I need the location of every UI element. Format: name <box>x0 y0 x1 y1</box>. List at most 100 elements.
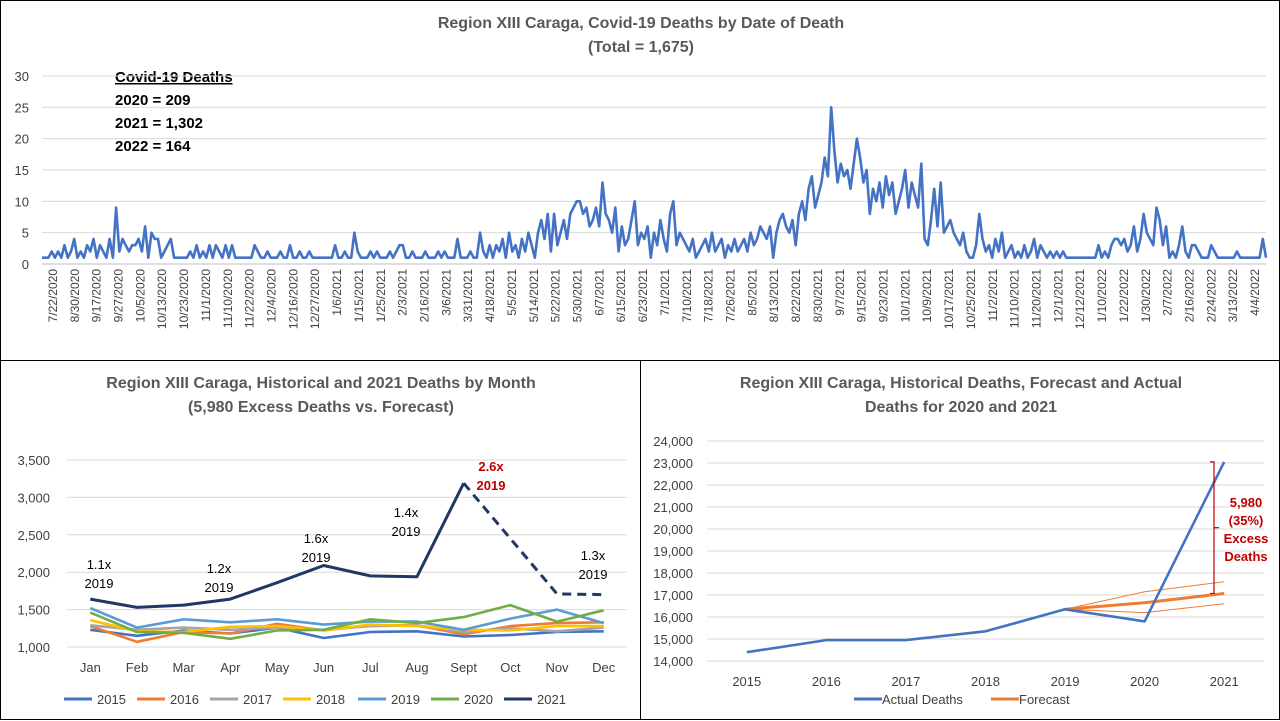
forecast-line <box>1064 592 1225 611</box>
x-tick-label: 10/25/2021 <box>964 269 978 329</box>
x-tick-label: Mar <box>172 660 195 675</box>
x-tick-label: 5/14/2021 <box>527 269 541 323</box>
x-tick-label: 8/5/2021 <box>745 269 759 316</box>
x-tick-label: 1/30/2022 <box>1139 269 1153 323</box>
series-line-2021-dashed <box>462 482 604 597</box>
x-tick-label: 6/7/2021 <box>592 269 606 316</box>
x-tick-label: Jan <box>80 660 101 675</box>
x-tick-label: 9/27/2020 <box>112 269 126 323</box>
x-tick-label: 9/23/2021 <box>877 269 891 323</box>
x-tick-label: 7/10/2021 <box>680 269 694 323</box>
ratio-annotation: 2.6x <box>478 459 504 474</box>
x-tick-label: 2019 <box>1051 674 1080 689</box>
series-line-2019 <box>89 606 605 632</box>
x-tick-label: Dec <box>592 660 616 675</box>
y-tick-label: 0 <box>22 257 29 272</box>
x-tick-label: 5/5/2021 <box>505 269 519 316</box>
x-tick-label: 7/1/2021 <box>658 269 672 316</box>
legend-label-2019: 2019 <box>391 692 420 707</box>
x-tick-label: 8/30/2021 <box>811 269 825 323</box>
y-tick-label: 20,000 <box>653 522 693 537</box>
ratio-annotation: 1.1x <box>87 557 112 572</box>
ratio-annotation: 1.2x <box>207 561 232 576</box>
x-tick-label: 2020 <box>1130 674 1159 689</box>
x-tick-label: 9/15/2021 <box>855 269 869 323</box>
y-tick-label: 15,000 <box>653 632 693 647</box>
ratio-annotation-base: 2019 <box>85 576 114 591</box>
x-tick-label: May <box>265 660 290 675</box>
excess-bracket <box>1210 461 1215 595</box>
x-tick-label: 4/4/2022 <box>1248 269 1262 316</box>
y-tick-label: 10 <box>15 194 29 209</box>
x-tick-label: 11/2/2021 <box>986 269 1000 322</box>
y-tick-label: 18,000 <box>653 566 693 581</box>
y-tick-label: 15 <box>15 163 29 178</box>
y-tick-label: 19,000 <box>653 544 693 559</box>
x-tick-label: 2015 <box>732 674 761 689</box>
x-tick-label: 7/26/2021 <box>724 269 738 323</box>
y-tick-label: 30 <box>15 69 29 84</box>
ratio-annotation: 1.3x <box>581 548 606 563</box>
x-tick-label: 2/3/2021 <box>396 269 410 316</box>
summary-2020: 2020 = 209 <box>115 92 191 109</box>
monthly-deaths-panel: Region XIII Caraga, Historical and 2021 … <box>0 360 641 720</box>
x-tick-label: 2/7/2022 <box>1161 269 1175 316</box>
y-tick-label: 1,000 <box>17 640 50 655</box>
x-tick-label: 12/1/2021 <box>1051 269 1065 323</box>
y-tick-label: 20 <box>15 132 29 147</box>
y-tick-label: 14,000 <box>653 654 693 669</box>
x-tick-label: 11/22/2020 <box>243 269 257 328</box>
legend-label-2016: 2016 <box>170 692 199 707</box>
x-tick-label: 11/10/2020 <box>221 269 235 328</box>
y-tick-label: 23,000 <box>653 456 693 471</box>
forecast-bound-line <box>1064 581 1225 610</box>
x-tick-label: 2016 <box>812 674 841 689</box>
x-tick-label: 12/27/2020 <box>308 269 322 329</box>
y-tick-label: 16,000 <box>653 610 693 625</box>
x-tick-label: 10/13/2020 <box>155 269 169 329</box>
x-tick-label: 10/17/2021 <box>942 269 956 329</box>
x-tick-label: 12/16/2020 <box>286 269 300 329</box>
x-tick-label: 2/16/2021 <box>418 269 432 323</box>
actual-deaths-line <box>746 461 1226 654</box>
y-tick-label: 3,500 <box>17 453 50 468</box>
x-tick-label: Oct <box>500 660 521 675</box>
x-tick-label: 6/15/2021 <box>614 269 628 323</box>
legend-label-2015: 2015 <box>97 692 126 707</box>
x-tick-label: 7/22/2020 <box>46 269 60 323</box>
y-tick-label: 3,000 <box>17 490 50 505</box>
x-tick-label: 3/6/2021 <box>439 269 453 316</box>
daily-deaths-panel: Region XIII Caraga, Covid-19 Deaths by D… <box>0 0 1280 361</box>
summary-2022: 2022 = 164 <box>115 138 191 155</box>
x-tick-label: 8/30/2020 <box>68 269 82 323</box>
x-tick-label: 4/18/2021 <box>483 269 497 323</box>
legend-label-2020: 2020 <box>464 692 493 707</box>
y-tick-label: 5 <box>22 226 29 241</box>
x-tick-label: Nov <box>545 660 569 675</box>
x-tick-label: 5/30/2021 <box>571 269 585 323</box>
x-tick-label: 10/1/2021 <box>898 269 912 323</box>
y-tick-label: 17,000 <box>653 588 693 603</box>
x-tick-label: 9/17/2020 <box>90 269 104 323</box>
forecast-chart-subtitle: Deaths for 2020 and 2021 <box>865 399 1057 416</box>
x-tick-label: 11/10/2021 <box>1008 269 1022 328</box>
x-tick-label: Sept <box>450 660 477 675</box>
monthly-deaths-chart: Region XIII Caraga, Historical and 2021 … <box>17 375 627 707</box>
daily-chart-title: Region XIII Caraga, Covid-19 Deaths by D… <box>438 15 844 32</box>
x-tick-label: 2017 <box>891 674 920 689</box>
forecast-chart-title: Region XIII Caraga, Historical Deaths, F… <box>740 375 1182 392</box>
x-tick-label: 8/13/2021 <box>767 269 781 323</box>
daily-deaths-line <box>42 106 1268 260</box>
x-tick-label: Jul <box>362 660 379 675</box>
x-tick-label: 2021 <box>1210 674 1239 689</box>
legend-label-2021: 2021 <box>537 692 566 707</box>
x-tick-label: 1/10/2022 <box>1095 269 1109 323</box>
x-tick-label: 2/24/2022 <box>1204 269 1218 323</box>
monthly-chart-title: Region XIII Caraga, Historical and 2021 … <box>106 375 535 392</box>
legend-label: Forecast <box>1019 692 1070 707</box>
summary-2021: 2021 = 1,302 <box>115 115 203 132</box>
x-tick-label: 11/1/2020 <box>199 269 213 322</box>
x-tick-label: 3/13/2022 <box>1226 269 1240 323</box>
forecast-chart: Region XIII Caraga, Historical Deaths, F… <box>653 375 1268 707</box>
legend-label-2017: 2017 <box>243 692 272 707</box>
